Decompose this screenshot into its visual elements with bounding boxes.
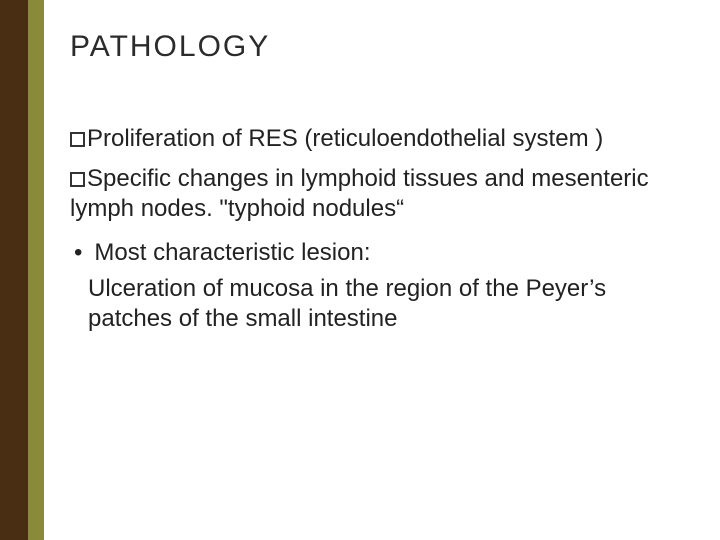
bullet-item: • Most characteristic lesion: <box>70 238 680 268</box>
side-border <box>0 0 44 540</box>
bullet-text: Specific changes in lymphoid tissues and… <box>70 165 649 222</box>
bullet-text: Proliferation of RES (reticuloendothelia… <box>87 125 603 152</box>
page-title: PATHOLOGY <box>70 30 680 64</box>
bullet-text: Most characteristic lesion: <box>94 239 370 266</box>
slide: PATHOLOGY Proliferation of RES (reticulo… <box>0 0 720 540</box>
bullet-item: Specific changes in lymphoid tissues and… <box>70 164 680 224</box>
border-brown <box>0 0 28 540</box>
bullet-text-continuation: Ulceration of mucosa in the region of th… <box>88 274 680 334</box>
body-text: Proliferation of RES (reticuloendothelia… <box>70 124 680 334</box>
square-bullet-icon <box>70 132 85 147</box>
dot-bullet-icon: • <box>74 238 82 268</box>
border-olive <box>28 0 44 540</box>
content-area: PATHOLOGY Proliferation of RES (reticulo… <box>70 30 680 334</box>
square-bullet-icon <box>70 172 85 187</box>
bullet-item: Proliferation of RES (reticuloendothelia… <box>70 124 680 154</box>
